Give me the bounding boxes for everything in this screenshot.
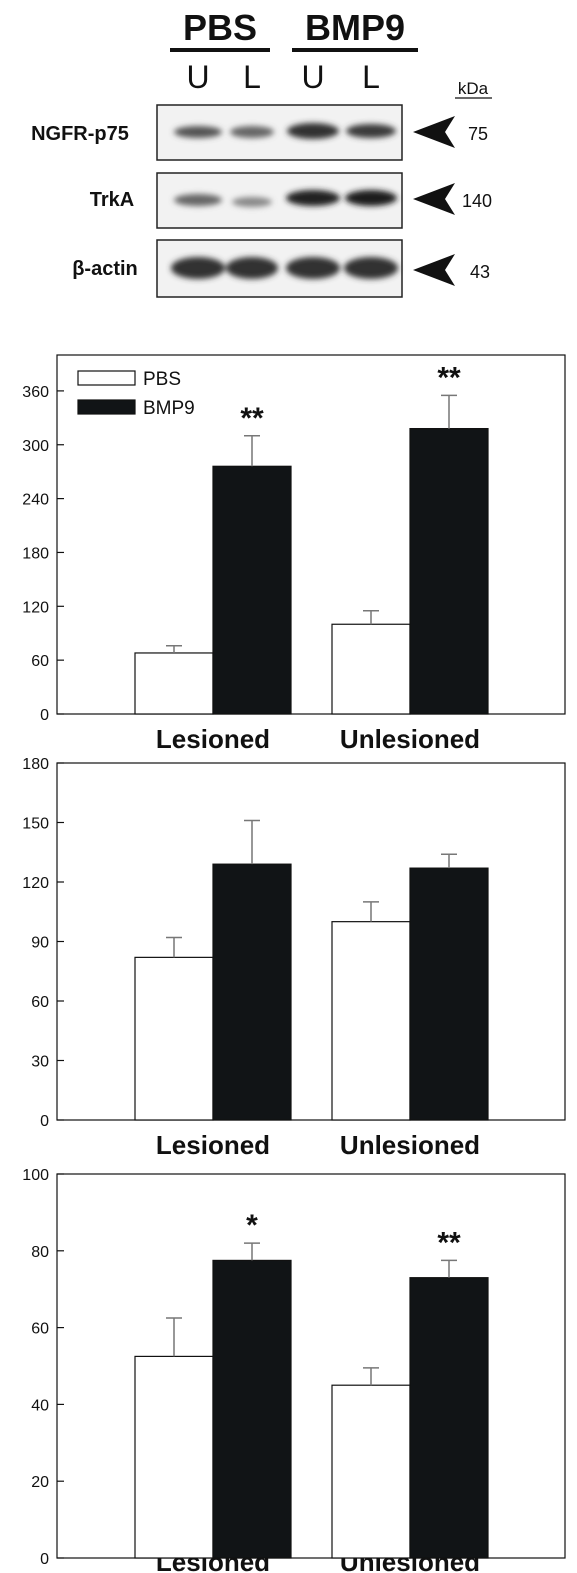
lane-label: U [301,59,324,95]
bar [213,466,291,714]
y-tick-label: 0 [40,707,49,724]
kda-label: 43 [470,262,490,282]
plot-frame [57,763,565,1120]
y-tick-label: 60 [31,1321,49,1338]
group-label: BMP9 [305,7,405,48]
legend-swatch [78,371,135,385]
y-tick-label: 240 [22,492,49,509]
bar [135,653,213,714]
y-tick-label: 120 [22,599,49,616]
bar [410,1278,488,1558]
lane-label: L [362,59,380,95]
significance-label: ** [240,402,264,435]
significance-label: ** [437,1226,461,1259]
y-tick-label: 300 [22,438,49,455]
y-tick-label: 360 [22,384,49,401]
unit-label: kDa [458,79,489,98]
arrow [413,254,455,286]
y-tick-label: 30 [31,1054,49,1071]
y-tick-label: 120 [22,875,49,892]
y-tick-label: 80 [31,1244,49,1261]
row-label: NGFR-p75 [31,123,129,145]
error-bar [441,854,457,868]
bar [135,1356,213,1558]
y-tick-label: 90 [31,935,49,952]
y-tick-label: 60 [31,994,49,1011]
lane-label: U [186,59,209,95]
group-label: PBS [183,7,257,48]
error-bar [441,395,457,428]
x-tick-label: Unlesioned [340,724,480,754]
bar [332,922,410,1120]
y-tick-label: 60 [31,653,49,670]
error-bar [363,902,379,922]
error-bar [244,821,260,865]
y-tick-label: 180 [22,756,49,773]
error-bar [166,646,182,653]
lane-label: L [243,59,261,95]
legend-label: BMP9 [143,398,195,419]
error-bar [244,1243,260,1260]
figure: PBS BMP9 U L U L kDa NGFR-p75 TrkA β-act… [0,0,577,1573]
kda-label: 75 [468,124,488,144]
error-bar [244,436,260,467]
plot-frame [57,1174,565,1558]
legend-swatch [78,400,135,414]
x-tick-label: Lesioned [156,724,270,754]
row-label: TrkA [90,189,134,211]
y-tick-label: 40 [31,1397,49,1414]
arrow [413,183,455,215]
error-bar [363,611,379,624]
y-tick-label: 0 [40,1113,49,1130]
bar [332,624,410,714]
bar [213,864,291,1120]
y-tick-label: 150 [22,816,49,833]
bar [410,429,488,714]
row-label: β-actin [72,258,138,280]
bar [135,957,213,1120]
significance-label: * [246,1209,258,1242]
bar [213,1260,291,1558]
arrow [413,116,455,148]
x-tick-label: Unlesioned [340,1130,480,1160]
error-bar [166,938,182,958]
error-bar [363,1368,379,1385]
error-bar [441,1260,457,1277]
error-bar [166,1318,182,1356]
x-tick-label: Lesioned [156,1130,270,1160]
kda-label: 140 [462,191,492,211]
y-tick-label: 20 [31,1474,49,1491]
legend-label: PBS [143,369,181,390]
y-tick-label: 0 [40,1551,49,1568]
significance-label: ** [437,361,461,394]
bar [410,868,488,1120]
bar [332,1385,410,1558]
y-tick-label: 100 [22,1167,49,1184]
y-tick-label: 180 [22,545,49,562]
